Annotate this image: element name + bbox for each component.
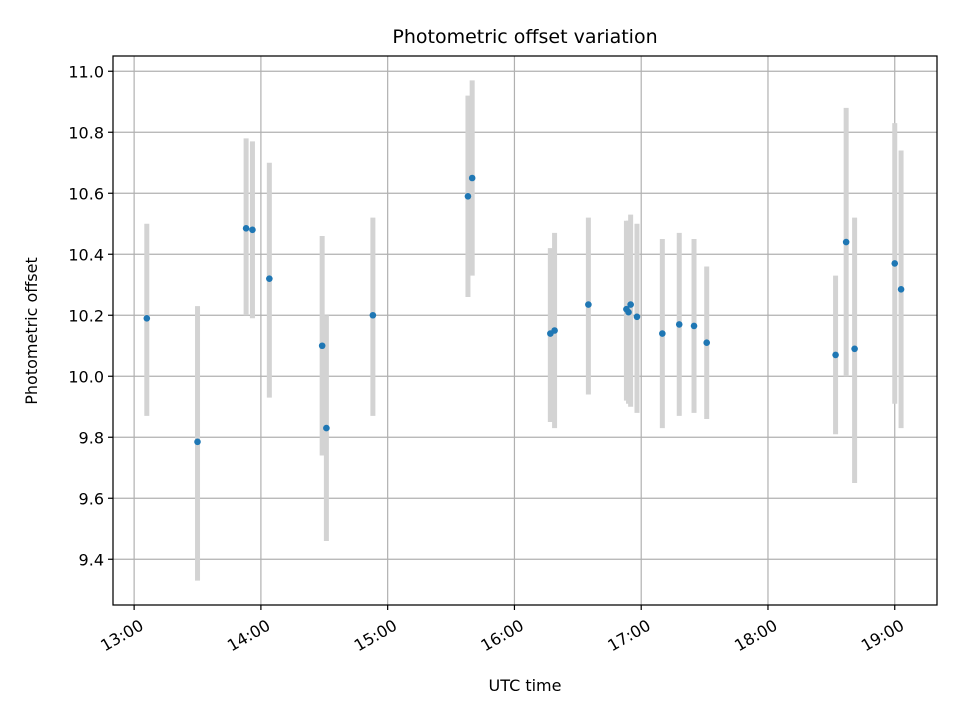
data-point <box>690 322 698 330</box>
data-point <box>891 260 899 267</box>
data-point <box>851 345 858 353</box>
data-point <box>242 225 250 232</box>
y-tick-label: 10.6 <box>68 184 104 203</box>
data-point <box>318 342 326 350</box>
y-tick-label: 10.0 <box>68 367 104 386</box>
data-point <box>832 351 839 359</box>
data-point <box>266 275 273 282</box>
data-point <box>897 286 905 293</box>
y-tick-label: 9.8 <box>79 428 104 447</box>
data-point <box>585 301 592 308</box>
y-tick-label: 10.2 <box>68 306 104 325</box>
data-point <box>703 339 711 347</box>
data-point <box>675 321 683 328</box>
y-tick-label: 10.4 <box>68 245 104 264</box>
data-point <box>633 313 641 321</box>
chart-title: Photometric offset variation <box>392 26 657 48</box>
data-point <box>323 424 330 432</box>
plot-frame <box>112 55 938 606</box>
y-tick-label: 10.8 <box>68 123 104 142</box>
data-point <box>627 301 634 308</box>
marker-layer <box>143 174 905 446</box>
y-tick-label: 9.6 <box>79 489 104 508</box>
data-point <box>551 327 558 334</box>
y-tick-label: 11.0 <box>68 62 104 81</box>
y-tick-label: 9.4 <box>79 550 104 569</box>
data-point <box>369 311 377 319</box>
data-point <box>625 308 632 316</box>
data-point <box>659 330 666 337</box>
data-point <box>464 193 472 200</box>
x-axis-label: UTC time <box>489 676 562 695</box>
y-axis-label: Photometric offset <box>22 257 41 405</box>
data-point <box>143 315 151 322</box>
data-point <box>468 174 476 182</box>
data-point <box>249 226 256 234</box>
data-point <box>194 438 201 446</box>
data-point <box>842 238 850 246</box>
